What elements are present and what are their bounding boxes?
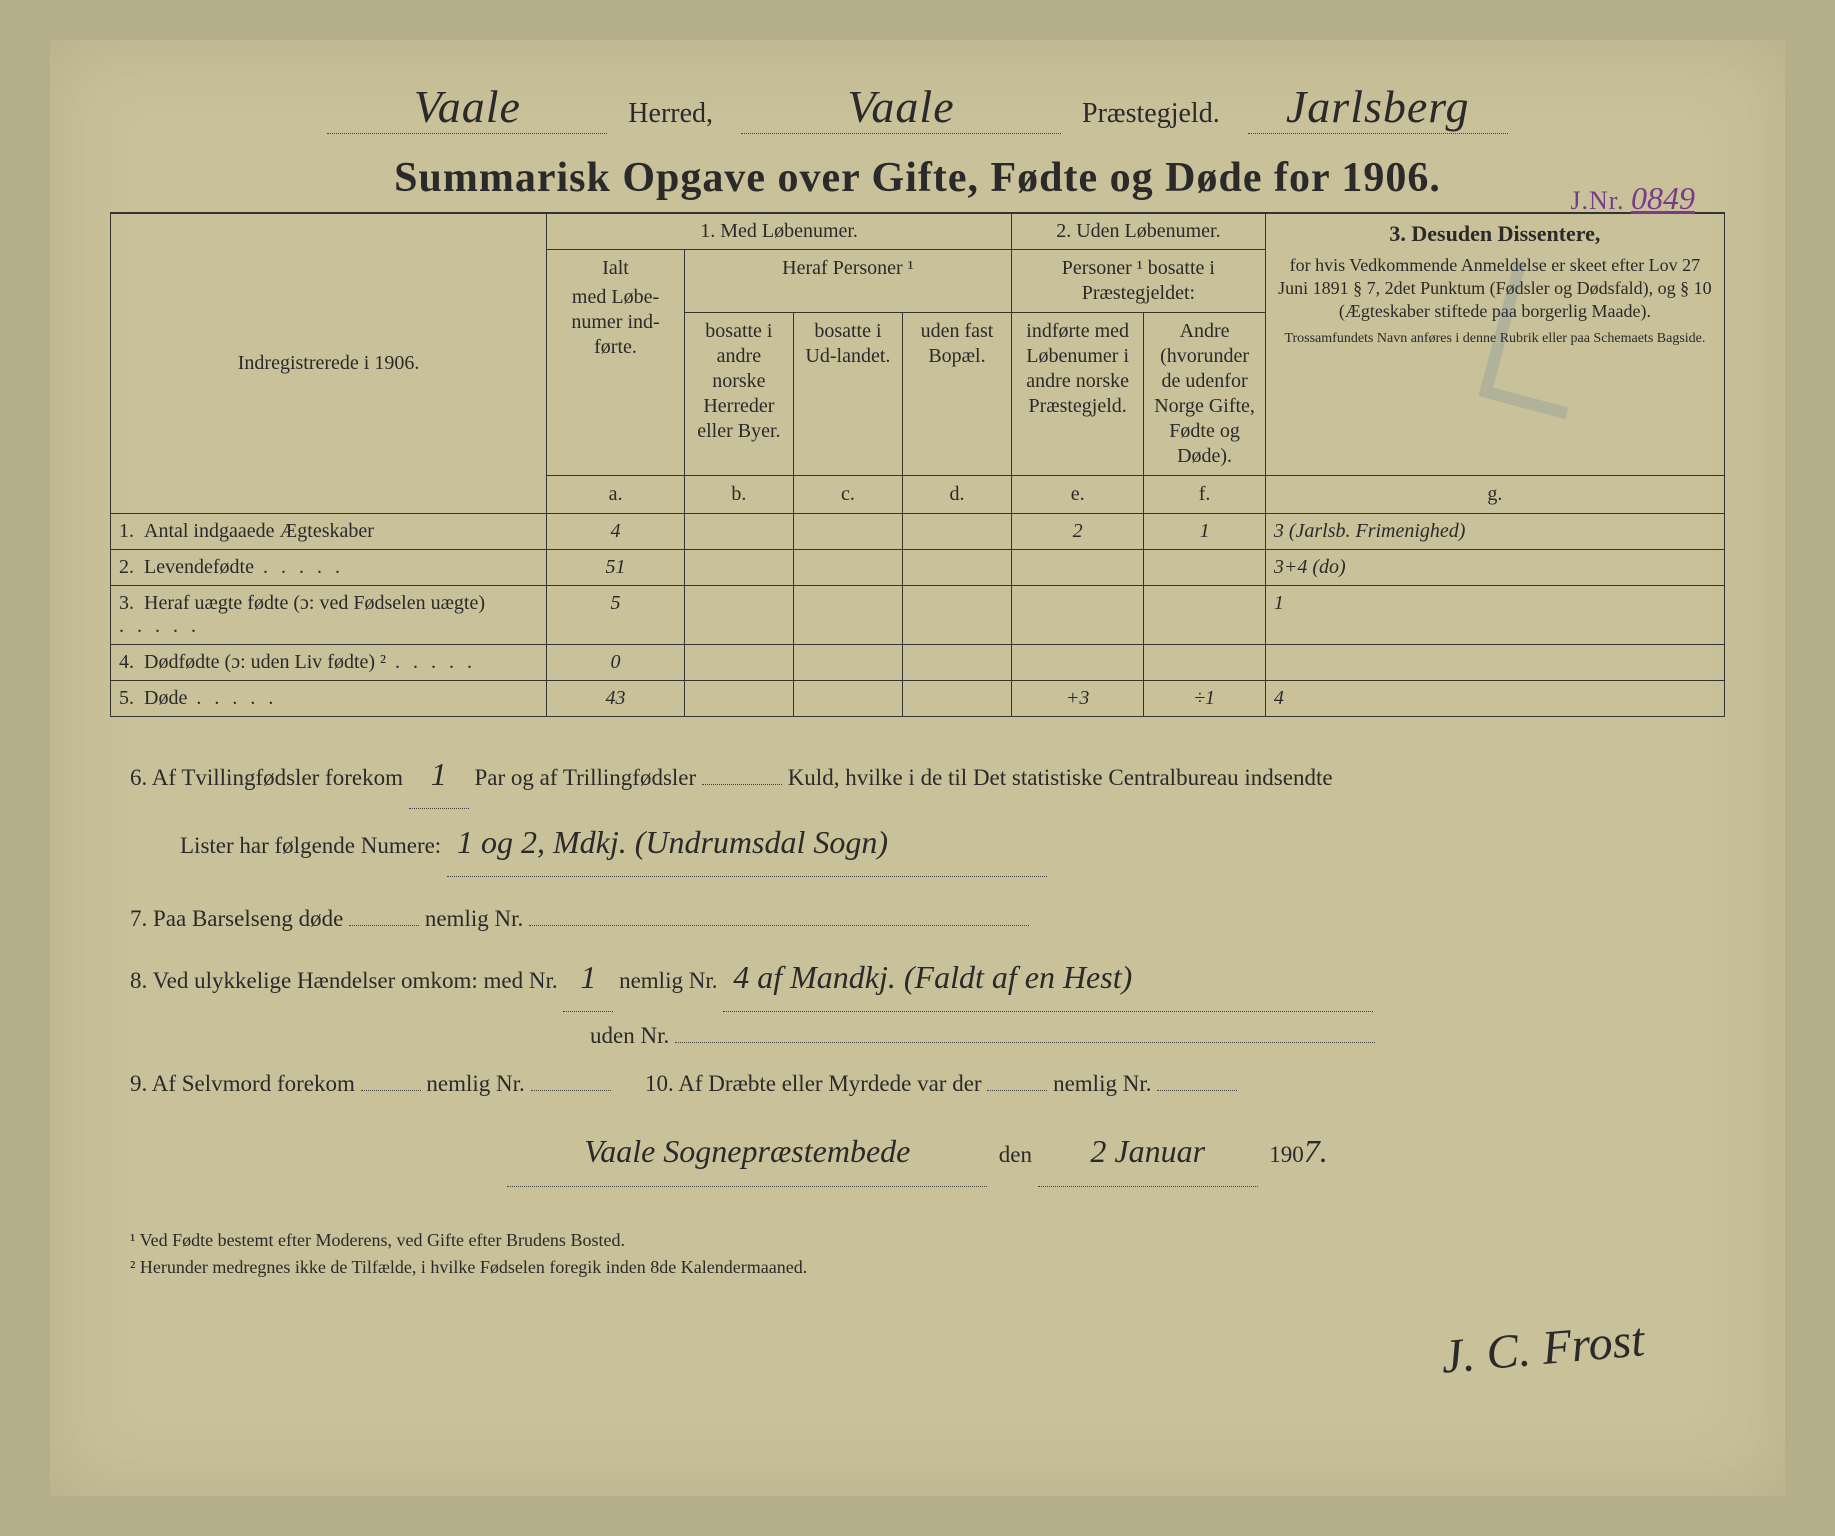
footnote-1: ¹ Ved Fødte bestemt efter Moderens, ved … <box>130 1227 1705 1254</box>
rowhead: Indregistrerede i 1906. <box>111 213 547 514</box>
letter-f: f. <box>1144 476 1266 514</box>
praestegjeld-value: Vaale <box>741 80 1061 134</box>
table-row: 4. Dødfødte (ɔ: uden Liv fødte) ² 0 <box>111 645 1725 681</box>
letter-a: a. <box>547 476 685 514</box>
table-row: 1. Antal indgaaede Ægteskaber 4 2 1 3 (J… <box>111 514 1725 550</box>
letter-c: c. <box>793 476 902 514</box>
document-page: Vaale Herred, Vaale Præstegjeld. Jarlsbe… <box>50 40 1785 1496</box>
line-6b: Lister har følgende Numere: 1 og 2, Mdkj… <box>180 809 1705 877</box>
praestegjeld-label: Præstegjeld. <box>1082 98 1220 129</box>
amt-value: Jarlsberg <box>1248 80 1508 134</box>
group2-title: 2. Uden Løbenumer. <box>1011 213 1265 250</box>
table-row: 3. Heraf uægte fødte (ɔ: ved Fødselen uæ… <box>111 586 1725 645</box>
group2-sub: Personer ¹ bosatte i Præstegjeldet: <box>1011 250 1265 313</box>
col-c-head: bosatte i Ud-landet. <box>793 313 902 476</box>
page-title: Summarisk Opgave over Gifte, Fødte og Dø… <box>110 154 1725 202</box>
journal-stamp: J.Nr. 0849 <box>1570 180 1695 217</box>
footnote-2: ² Herunder medregnes ikke de Tilfælde, i… <box>130 1254 1705 1281</box>
letter-d: d. <box>902 476 1011 514</box>
line-6: 6. Af Tvillingfødsler forekom 1 Par og a… <box>130 741 1705 809</box>
col-e-head: indførte med Løbenumer i andre norske Pr… <box>1011 313 1143 476</box>
letter-g: g. <box>1265 476 1724 514</box>
col-f-head: Andre (hvorunder de udenfor Norge Gifte,… <box>1144 313 1266 476</box>
place-date-line: Vaale Sognepræstembede den 2 Januar 1907… <box>130 1118 1705 1186</box>
table-row: 5. Døde 43 +3 ÷1 4 <box>111 681 1725 717</box>
group1-title: 1. Med Løbenumer. <box>547 213 1012 250</box>
signature: J. C. Frost <box>1439 1312 1647 1385</box>
line-8b: uden Nr. <box>590 1012 1705 1060</box>
herred-value: Vaale <box>327 80 607 134</box>
col-b-head: bosatte i andre norske Herreder eller By… <box>684 313 793 476</box>
header-line: Vaale Herred, Vaale Præstegjeld. Jarlsbe… <box>110 80 1725 134</box>
footnotes: ¹ Ved Fødte bestemt efter Moderens, ved … <box>110 1227 1725 1281</box>
stamp-number: 0849 <box>1631 180 1695 216</box>
col-d-head: uden fast Bopæl. <box>902 313 1011 476</box>
col-a-head: Ialt med Løbe-numer ind-førte. <box>547 250 685 476</box>
letter-b: b. <box>684 476 793 514</box>
herred-label: Herred, <box>628 98 713 129</box>
lines-section: 6. Af Tvillingfødsler forekom 1 Par og a… <box>110 741 1725 1187</box>
line-9-10: 9. Af Selvmord forekom nemlig Nr. 10. Af… <box>130 1060 1705 1108</box>
summary-table: Indregistrerede i 1906. 1. Med Løbenumer… <box>110 212 1725 717</box>
heraf-head: Heraf Personer ¹ <box>684 250 1011 313</box>
letter-e: e. <box>1011 476 1143 514</box>
line-8: 8. Ved ulykkelige Hændelser omkom: med N… <box>130 944 1705 1012</box>
line-7: 7. Paa Barselseng døde nemlig Nr. <box>130 895 1705 943</box>
stamp-label: J.Nr. <box>1570 186 1624 215</box>
table-row: 2. Levendefødte 51 3+4 (do) <box>111 550 1725 586</box>
